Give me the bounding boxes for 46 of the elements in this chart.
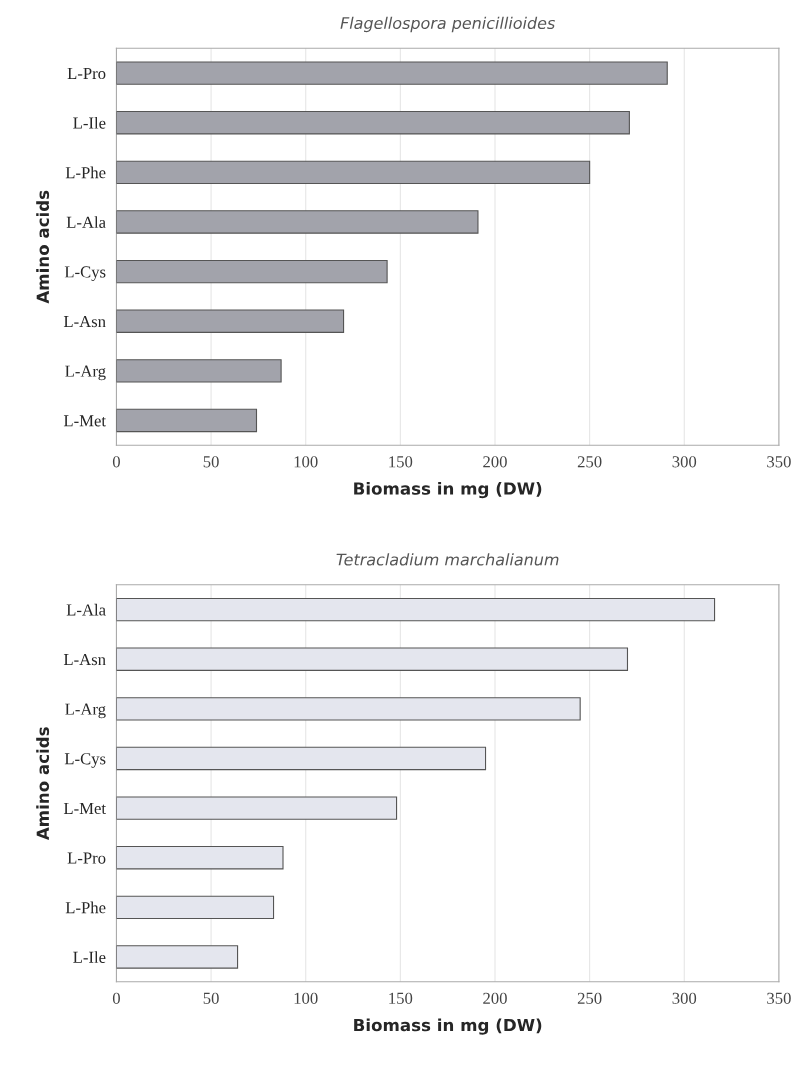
x-tick-label: 50 (203, 992, 219, 1004)
x-tick-label: 350 (767, 456, 791, 468)
y-tick-label: L-Ile (73, 951, 106, 963)
y-tick-label: L-Asn (63, 316, 106, 328)
bar (116, 408, 258, 433)
x-tick-label: 200 (483, 456, 507, 468)
y-tick-label: L-Phe (65, 901, 106, 914)
y-tick-label: L-Met (63, 415, 106, 427)
chart-title: Flagellospora penicillioides (340, 16, 555, 33)
y-axis-title: Amino acids (36, 190, 50, 304)
x-tick-label: 0 (112, 992, 120, 1004)
x-tick-label: 250 (577, 992, 602, 1004)
x-tick-label: 300 (672, 456, 697, 468)
y-tick-label: L-Cys (64, 753, 106, 768)
y-tick-label: L-Phe (65, 166, 106, 179)
x-axis-title: Biomass in mg (DW) (354, 1018, 542, 1035)
bar (116, 111, 630, 135)
y-tick-label: L-Ile (73, 116, 106, 129)
x-tick-label: 200 (483, 992, 507, 1004)
x-tick-label: 0 (112, 456, 120, 468)
x-tick-label: 100 (294, 992, 318, 1004)
y-tick-label: L-Cys (64, 266, 106, 281)
x-tick-label: 150 (389, 456, 413, 468)
x-tick-label: 150 (389, 992, 413, 1004)
bar (116, 359, 282, 383)
y-tick-label: L-Ala (66, 603, 106, 616)
x-axis-title: Biomass in mg (DW) (354, 481, 542, 499)
bar (116, 210, 479, 234)
x-tick-label: 100 (294, 456, 318, 468)
y-tick-label: L-Arg (65, 703, 106, 719)
y-tick-label: L-Pro (67, 67, 106, 80)
y-tick-label: L-Met (63, 802, 106, 815)
bar (116, 61, 668, 85)
y-tick-label: L-Asn (63, 654, 106, 666)
bar (116, 160, 591, 185)
x-tick-label: 350 (767, 992, 791, 1004)
bar (116, 259, 388, 284)
x-tick-label: 250 (577, 456, 602, 468)
x-tick-label: 300 (672, 992, 697, 1004)
bar (116, 309, 345, 333)
y-axis-title: Amino acids (36, 727, 50, 841)
chart-title: Tetracladium marchalianum (336, 553, 559, 566)
y-tick-label: L-Pro (67, 852, 106, 864)
y-tick-label: L-Arg (65, 365, 106, 381)
x-tick-label: 50 (203, 456, 219, 468)
y-tick-label: L-Ala (66, 216, 106, 228)
